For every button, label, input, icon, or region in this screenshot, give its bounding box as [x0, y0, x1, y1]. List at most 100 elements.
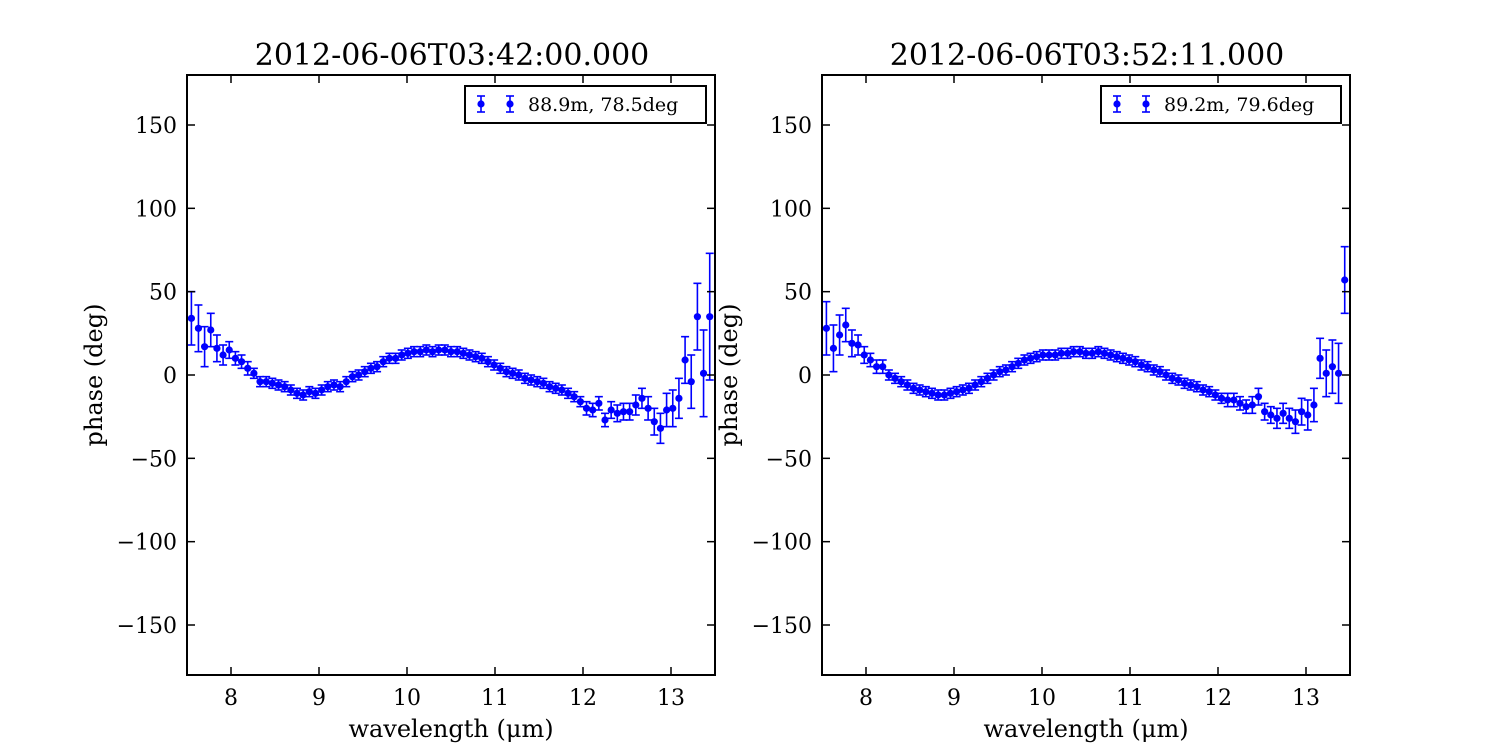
data-errorbar [909, 382, 918, 395]
data-point [1144, 363, 1152, 371]
y-axis-label: phase (deg) [715, 304, 743, 447]
data-point [1107, 351, 1115, 359]
data-errorbar [360, 365, 369, 378]
data-point [965, 384, 973, 392]
x-tick-label: 11 [1116, 686, 1144, 711]
data-errorbar [1131, 355, 1140, 368]
data-errorbar [940, 389, 949, 401]
data-errorbar [557, 384, 566, 396]
data-point [404, 349, 412, 357]
data-point [490, 361, 498, 369]
data-point [996, 368, 1004, 376]
data-point [644, 404, 652, 412]
data-point [1076, 348, 1084, 356]
data-errorbar [527, 374, 536, 386]
data-point [872, 363, 881, 371]
data-point [675, 394, 683, 402]
data-point [194, 324, 203, 332]
data-errorbar [582, 400, 591, 416]
x-tick-label: 9 [947, 686, 961, 711]
data-errorbar [1211, 389, 1220, 401]
data-errorbar [1143, 360, 1152, 373]
data-point [305, 388, 313, 396]
data-errorbar [1217, 392, 1226, 405]
data-errorbar [662, 392, 671, 428]
legend-marker [1113, 95, 1150, 113]
data-point [521, 374, 529, 382]
plot-frame [821, 74, 1351, 676]
data-point [231, 354, 239, 362]
data-layer [822, 245, 1349, 435]
data-point [1057, 349, 1065, 357]
data-point [1113, 353, 1121, 361]
data-point [687, 378, 695, 386]
data-point [398, 351, 406, 359]
data-errorbar [366, 362, 375, 375]
data-errorbar [1180, 377, 1189, 390]
data-point [1045, 351, 1053, 359]
data-point [355, 371, 363, 379]
data-errorbar [841, 307, 850, 343]
data-errorbar [1291, 409, 1300, 435]
data-errorbar [822, 300, 831, 356]
data-errorbar [656, 412, 665, 445]
data-point [1310, 401, 1318, 409]
data-errorbar [564, 387, 573, 400]
data-point [1082, 349, 1090, 357]
data-point [1014, 359, 1022, 367]
y-tick-label: −150 [752, 614, 812, 639]
data-point [379, 358, 387, 366]
data-errorbar [440, 344, 449, 356]
data-point [1026, 354, 1035, 362]
data-point [706, 313, 714, 321]
data-errorbar [958, 384, 967, 396]
legend-errorbar [1142, 95, 1150, 113]
data-point [656, 424, 665, 432]
data-point [1328, 363, 1336, 371]
data-point [484, 358, 492, 366]
data-errorbar [317, 384, 326, 396]
data-point [508, 369, 517, 377]
data-errorbar [1063, 347, 1072, 360]
data-point [1150, 366, 1158, 374]
data-point [1261, 408, 1269, 416]
data-errorbar [1322, 349, 1331, 398]
data-errorbar [1137, 359, 1146, 371]
data-errorbar [194, 304, 203, 353]
y-tick-label: 0 [163, 364, 177, 389]
data-point [681, 356, 689, 364]
data-point [1279, 409, 1287, 417]
data-point [922, 388, 930, 396]
data-errorbar [1155, 365, 1164, 378]
legend-point [506, 100, 514, 108]
data-point [453, 348, 461, 356]
data-errorbar [1285, 407, 1294, 430]
data-point [1063, 349, 1072, 357]
data-errorbar [329, 379, 338, 391]
data-point [496, 364, 504, 372]
data-errorbar [397, 349, 406, 361]
data-errorbar [705, 252, 714, 381]
data-errorbar [977, 375, 986, 388]
data-errorbar [502, 365, 511, 378]
data-errorbar [551, 382, 560, 395]
data-errorbar [964, 382, 973, 395]
data-errorbar [520, 372, 529, 385]
data-point [1033, 353, 1041, 361]
data-point [385, 354, 393, 362]
data-errorbar [243, 360, 252, 376]
data-errorbar [1303, 399, 1312, 431]
data-point [1020, 356, 1028, 364]
data-point [860, 351, 868, 359]
data-point [1008, 363, 1016, 371]
data-point [472, 353, 480, 361]
data-point [663, 406, 671, 414]
data-point [435, 346, 443, 354]
x-tick-label: 12 [569, 686, 597, 711]
data-errorbar [878, 359, 887, 375]
data-errorbar [835, 314, 844, 356]
data-point [545, 383, 554, 391]
data-point [1119, 354, 1127, 362]
data-errorbar [1162, 369, 1171, 381]
data-point [250, 369, 258, 377]
